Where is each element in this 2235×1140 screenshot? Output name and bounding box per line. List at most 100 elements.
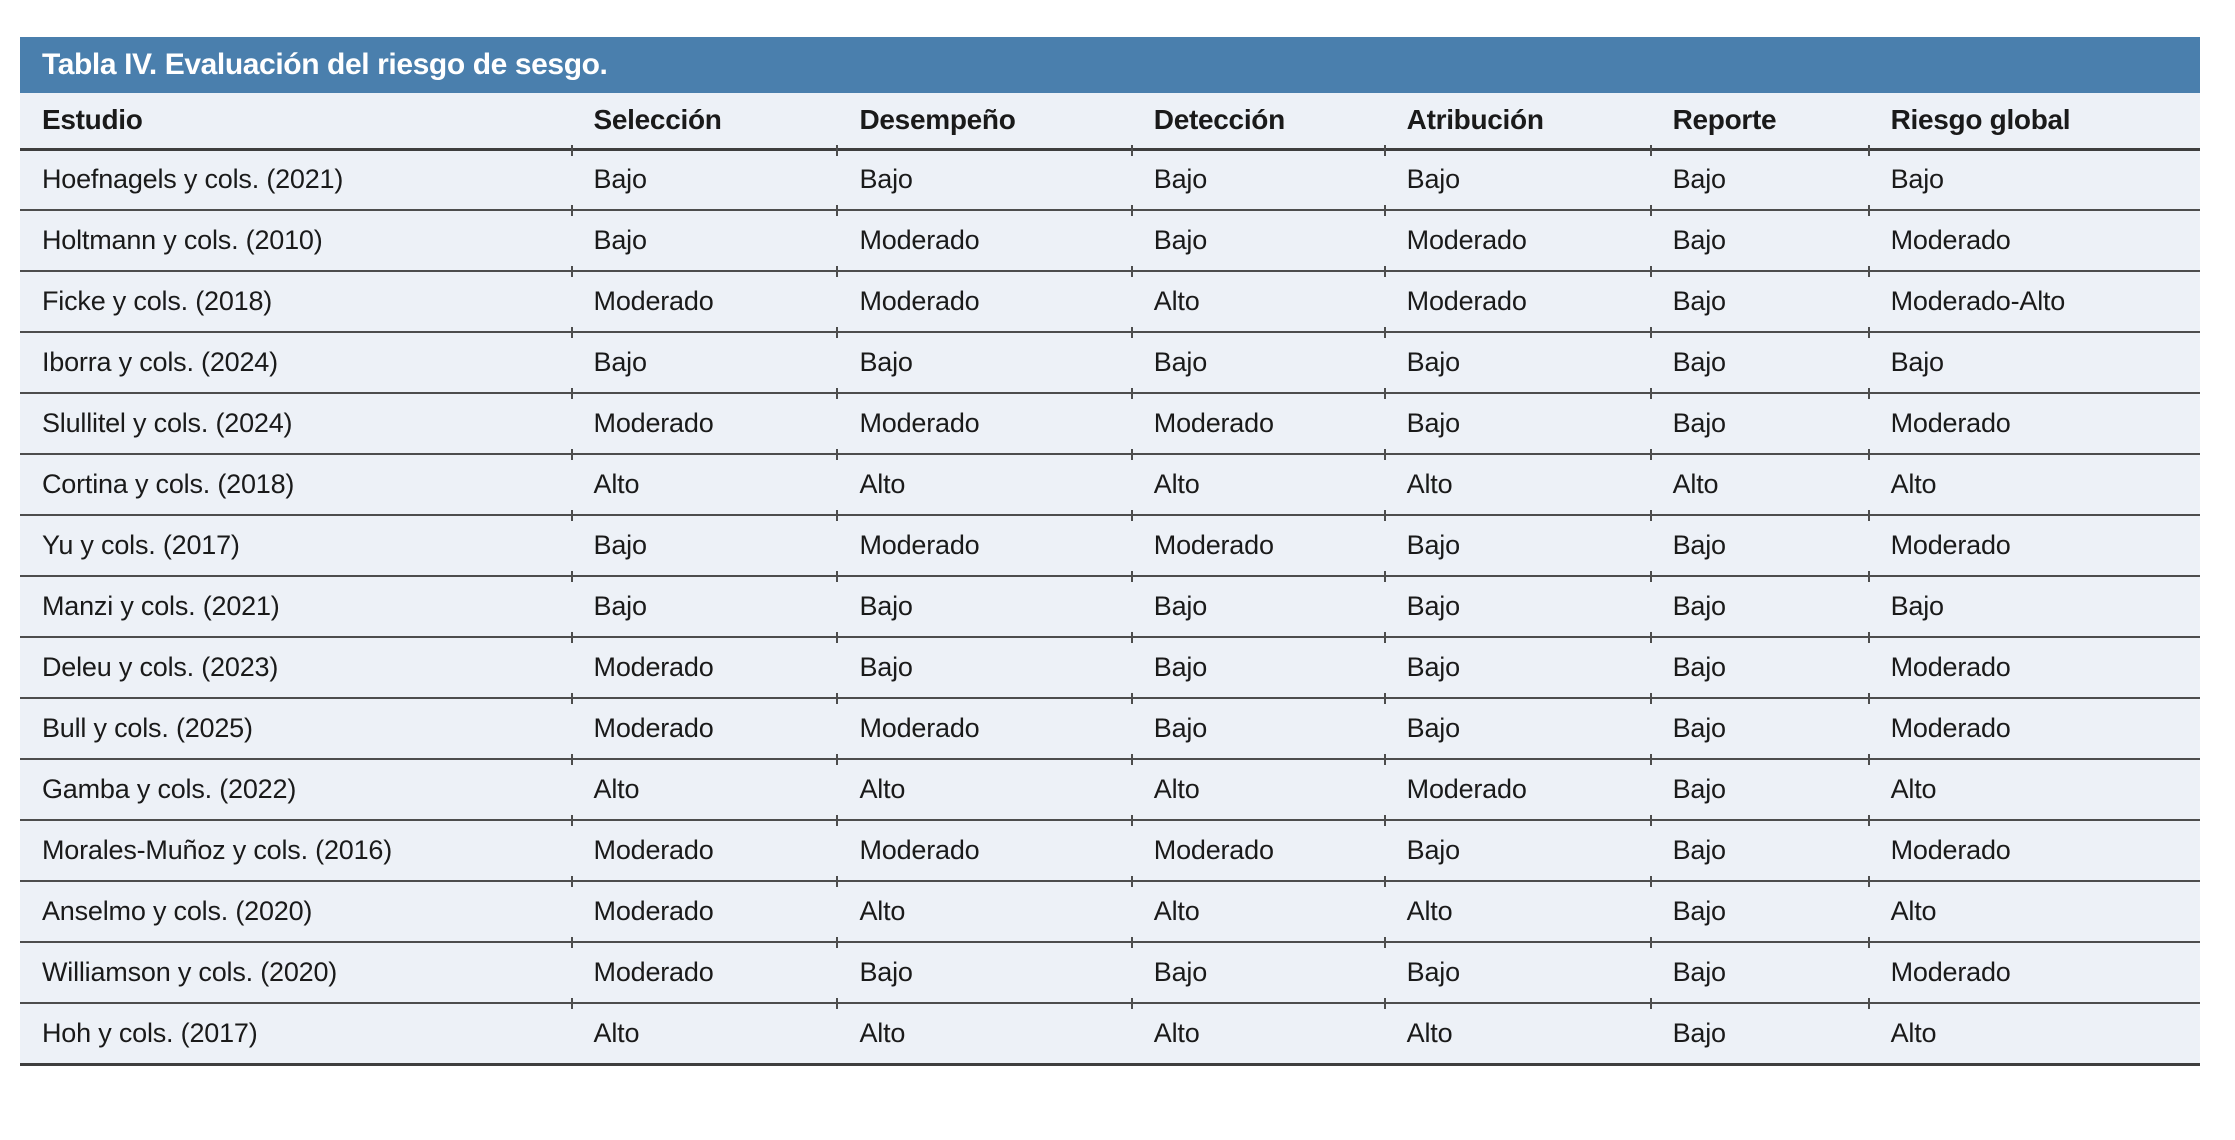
table-row: Hoh y cols. (2017) Alto Alto Alto Alto Bajo Al…	[20, 997, 2200, 1066]
risk-cell: Bajo	[1383, 814, 1651, 882]
risk-cell: Alto	[1649, 448, 1869, 516]
risk-cell: Bajo	[1383, 570, 1651, 638]
risk-cell: Alto	[1867, 448, 2200, 516]
risk-cell: Alto	[570, 448, 838, 516]
study-cell: Holtmann y cols. (2010)	[20, 210, 572, 272]
risk-cell: Moderado	[836, 387, 1132, 455]
risk-of-bias-table: Tabla IV. Evaluación del riesgo de sesgo…	[20, 37, 2200, 1066]
study-cell: Slullitel y cols. (2024)	[20, 393, 572, 455]
risk-cell: Bajo	[836, 936, 1132, 1004]
risk-cell: Moderado	[1867, 204, 2200, 272]
risk-cell: Moderado-Alto	[1867, 265, 2200, 333]
risk-cell: Moderado	[570, 936, 838, 1004]
table-title-bar: Tabla IV. Evaluación del riesgo de sesgo…	[20, 37, 2200, 93]
column-header: Reporte	[1650, 93, 1869, 151]
study-cell: Yu y cols. (2017)	[20, 515, 572, 577]
column-header: Selección	[571, 93, 838, 151]
table-header: Estudio Selección Desempeño Detección Atribu…	[20, 93, 2200, 151]
risk-cell: Moderado	[1130, 814, 1385, 882]
risk-cell: Moderado	[1130, 387, 1385, 455]
risk-cell: Bajo	[1383, 326, 1651, 394]
table-row: Deleu y cols. (2023) Moderado Bajo Bajo Bajo…	[20, 631, 2200, 699]
risk-cell: Moderado	[1867, 814, 2200, 882]
study-cell: Deleu y cols. (2023)	[20, 637, 572, 699]
column-header: Estudio	[20, 93, 572, 151]
risk-cell: Alto	[1383, 448, 1651, 516]
risk-cell: Bajo	[1130, 204, 1385, 272]
risk-cell: Moderado	[1383, 753, 1651, 821]
table-row: Iborra y cols. (2024) Bajo Bajo Bajo Bajo Baj…	[20, 326, 2200, 394]
table-body: Hoefnagels y cols. (2021) Bajo Bajo Bajo Baj…	[20, 143, 2200, 1066]
column-header: Desempeño	[837, 93, 1132, 151]
study-cell: Gamba y cols. (2022)	[20, 759, 572, 821]
study-cell: Hoefnagels y cols. (2021)	[20, 149, 572, 211]
risk-cell: Bajo	[570, 204, 838, 272]
risk-cell: Bajo	[1130, 570, 1385, 638]
risk-cell: Bajo	[1649, 265, 1869, 333]
risk-cell: Bajo	[1649, 509, 1869, 577]
risk-cell: Alto	[836, 753, 1132, 821]
risk-cell: Moderado	[1383, 204, 1651, 272]
risk-cell: Alto	[836, 875, 1132, 943]
risk-cell: Alto	[1867, 875, 2200, 943]
risk-cell: Bajo	[570, 143, 838, 211]
risk-cell: Bajo	[1130, 631, 1385, 699]
risk-cell: Alto	[1867, 997, 2200, 1066]
risk-cell: Alto	[836, 997, 1132, 1066]
risk-cell: Bajo	[1130, 326, 1385, 394]
risk-cell: Alto	[570, 753, 838, 821]
risk-cell: Bajo	[836, 570, 1132, 638]
risk-cell: Moderado	[836, 204, 1132, 272]
column-header: Riesgo global	[1868, 93, 2200, 151]
risk-cell: Bajo	[1867, 143, 2200, 211]
risk-cell: Bajo	[1130, 692, 1385, 760]
risk-cell: Moderado	[1867, 387, 2200, 455]
table-row: Holtmann y cols. (2010) Bajo Moderado Bajo M…	[20, 204, 2200, 272]
risk-cell: Bajo	[1649, 631, 1869, 699]
risk-cell: Alto	[570, 997, 838, 1066]
risk-cell: Moderado	[836, 509, 1132, 577]
risk-cell: Bajo	[1649, 936, 1869, 1004]
table-row: Yu y cols. (2017) Bajo Moderado Moderado Baj…	[20, 509, 2200, 577]
data-table: Estudio Selección Desempeño Detección Atribu…	[20, 93, 2200, 1066]
risk-cell: Bajo	[1867, 326, 2200, 394]
risk-cell: Alto	[836, 448, 1132, 516]
risk-cell: Moderado	[570, 875, 838, 943]
risk-cell: Moderado	[570, 387, 838, 455]
risk-cell: Moderado	[1867, 936, 2200, 1004]
risk-cell: Alto	[1383, 997, 1651, 1066]
study-cell: Morales-Muñoz y cols. (2016)	[20, 820, 572, 882]
table-row: Cortina y cols. (2018) Alto Alto Alto Alto Al…	[20, 448, 2200, 516]
risk-cell: Bajo	[1649, 753, 1869, 821]
risk-cell: Alto	[1130, 448, 1385, 516]
table-row: Bull y cols. (2025) Moderado Moderado Bajo B…	[20, 692, 2200, 760]
study-cell: Cortina y cols. (2018)	[20, 454, 572, 516]
risk-cell: Alto	[1130, 265, 1385, 333]
risk-cell: Moderado	[1867, 631, 2200, 699]
risk-cell: Moderado	[836, 265, 1132, 333]
risk-cell: Moderado	[836, 814, 1132, 882]
study-cell: Bull y cols. (2025)	[20, 698, 572, 760]
table-row: Manzi y cols. (2021) Bajo Bajo Bajo Bajo Bajo…	[20, 570, 2200, 638]
risk-cell: Bajo	[836, 631, 1132, 699]
risk-cell: Bajo	[1130, 936, 1385, 1004]
table-row: Hoefnagels y cols. (2021) Bajo Bajo Bajo Baj…	[20, 143, 2200, 211]
study-cell: Iborra y cols. (2024)	[20, 332, 572, 394]
risk-cell: Moderado	[1130, 509, 1385, 577]
risk-cell: Alto	[1130, 753, 1385, 821]
table-row: Gamba y cols. (2022) Alto Alto Alto Moderado…	[20, 753, 2200, 821]
study-cell: Hoh y cols. (2017)	[20, 1003, 572, 1066]
risk-cell: Bajo	[1649, 204, 1869, 272]
risk-cell: Bajo	[1383, 509, 1651, 577]
risk-cell: Moderado	[570, 814, 838, 882]
study-cell: Williamson y cols. (2020)	[20, 942, 572, 1004]
risk-cell: Moderado	[1867, 692, 2200, 760]
table-row: Williamson y cols. (2020) Moderado Bajo Baj…	[20, 936, 2200, 1004]
risk-cell: Bajo	[1649, 814, 1869, 882]
risk-cell: Moderado	[570, 265, 838, 333]
table-row: Morales-Muñoz y cols. (2016) Moderado Mode…	[20, 814, 2200, 882]
risk-cell: Alto	[1130, 997, 1385, 1066]
table-row: Slullitel y cols. (2024) Moderado Moderado…	[20, 387, 2200, 455]
risk-cell: Alto	[1130, 875, 1385, 943]
risk-cell: Bajo	[836, 143, 1132, 211]
